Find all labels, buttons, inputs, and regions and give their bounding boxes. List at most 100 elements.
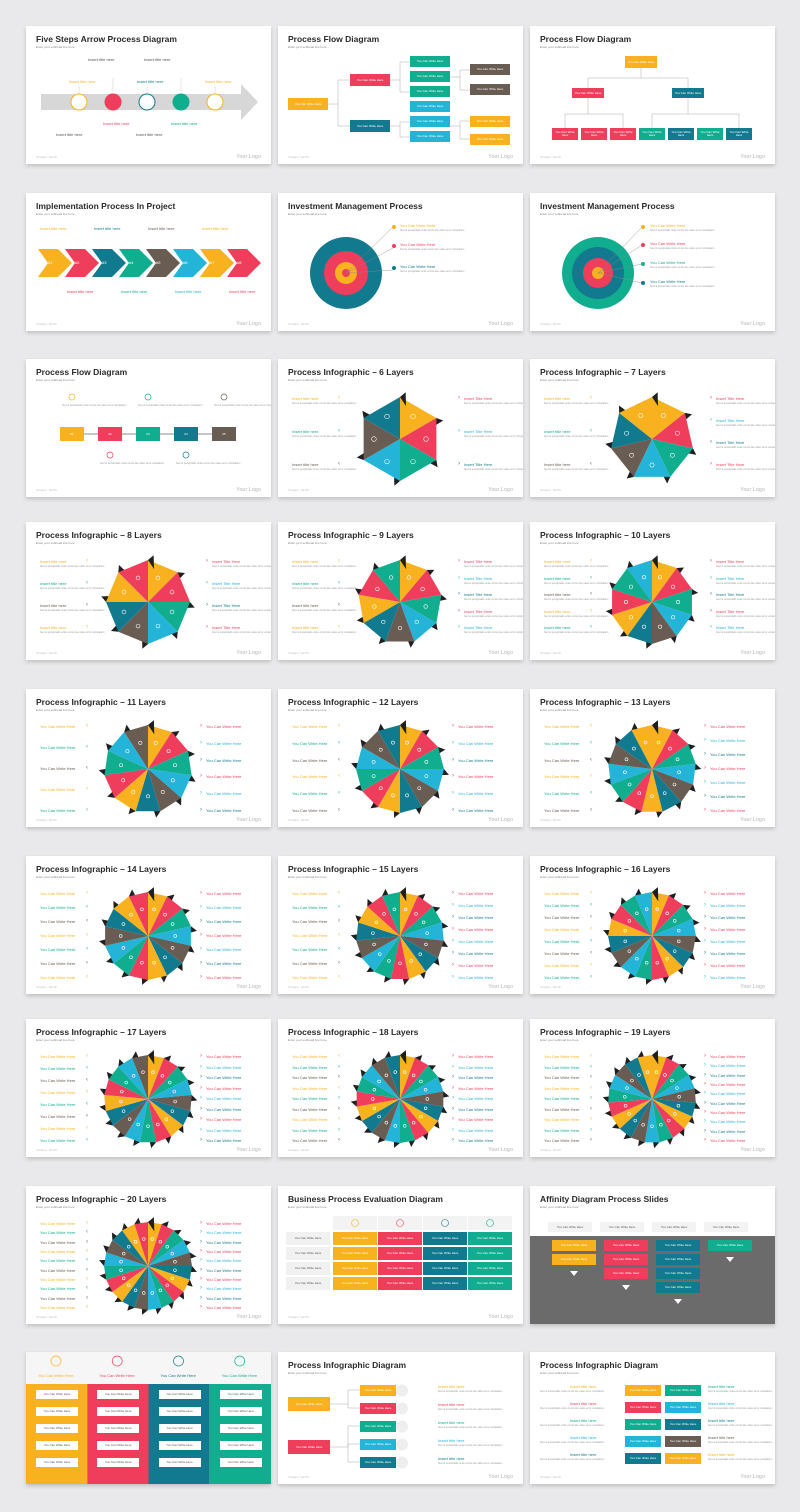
slide-artwork (101, 555, 195, 649)
slide-thumbnail[interactable]: You Can Write Here You Can Write Here You … (530, 1186, 775, 1324)
column-card: You Can Write Here (158, 1424, 201, 1433)
segment-tip (148, 887, 155, 902)
slide-thumbnail[interactable]: › Insert Title Here Sed ut perspiciatis un… (278, 359, 523, 497)
phase-title: Insert title here (121, 289, 148, 294)
left-label: You Can Write Here (544, 724, 580, 729)
slide-logo: Your Logo (740, 487, 765, 493)
slide-thumbnail[interactable]: › You Can Write Here › You Can Write Here › Y… (530, 1019, 775, 1157)
right-label: You Can Write Here (710, 1091, 746, 1097)
wheel-segment (148, 1055, 164, 1099)
right-label: You Can Write Here (710, 1128, 746, 1134)
slide-thumbnail[interactable]: › You Can Write Here › You Can Write Here › Y… (26, 689, 271, 827)
segment-icon (417, 747, 422, 752)
right-label: You Can Write Here (206, 947, 242, 952)
step-icon (144, 393, 152, 401)
chevron-icon: › (704, 1081, 706, 1087)
chevron-icon: › (452, 1095, 454, 1101)
slide-thumbnail[interactable]: #1 Insert title here #2 Insert title here #3… (26, 193, 271, 331)
right-label: You Can Write Here (206, 1267, 242, 1273)
slide-logo: Your Logo (740, 1147, 765, 1153)
segment-icon (623, 770, 627, 775)
left-label: You Can Write Here (544, 915, 580, 920)
segment-icon (160, 1074, 165, 1078)
slide-thumbnail[interactable]: › You Can Write Here › You Can Write Here › Y… (278, 1019, 523, 1157)
right-label: Insert Title Here (212, 581, 241, 586)
segment-icon (120, 1089, 124, 1094)
description-text: Sed ut perspiciatis unde omnis iste natu… (544, 565, 609, 568)
description-text: Sed ut perspiciatis unde omnis iste natu… (650, 229, 715, 232)
slide-title: Process Infographic – 16 Layers (540, 864, 671, 874)
segment-icon (169, 609, 175, 615)
slide-thumbnail[interactable]: › Insert Title Here Sed ut perspiciatis un… (530, 359, 775, 497)
step-box: 03 (136, 427, 160, 441)
slide-thumbnail[interactable]: › You Can Write Here › You Can Write Here › Y… (26, 1186, 271, 1324)
right-label: You Can Write Here (710, 903, 746, 908)
chevron-icon: ‹ (86, 1089, 88, 1095)
affinity-card: You Can Write Here (708, 1240, 752, 1251)
segment-tip (148, 1217, 155, 1232)
slide-thumbnail[interactable]: › You Can Write Here › You Can Write Here › Y… (278, 856, 523, 994)
left-label: Insert title here (40, 581, 67, 586)
segment-icon (405, 793, 409, 798)
leaf-box: You Can Write Here (410, 56, 450, 67)
segment-icon (635, 956, 639, 961)
slide-thumbnail[interactable]: 01 Sed ut perspiciatis unde omnis iste na… (26, 359, 271, 497)
description-text: Sed ut perspiciatis unde omnis iste natu… (292, 435, 357, 438)
branch-box: You Can Write Here (572, 88, 604, 98)
slide-thumbnail[interactable]: You Can Write Here Sed ut perspiciatis un… (278, 193, 523, 331)
slide-thumbnail[interactable]: › Insert Title Here Sed ut perspiciatis un… (26, 522, 271, 660)
chevron-icon: ‹ (338, 723, 340, 729)
slide-thumbnail[interactable]: › You Can Write Here › You Can Write Here › Y… (530, 689, 775, 827)
slide-thumbnail[interactable]: › You Can Write Here › You Can Write Here › Y… (278, 689, 523, 827)
slide-thumbnail[interactable]: You Can Write Here You Can Write Here You … (278, 1186, 523, 1324)
step-box: 05 (212, 427, 236, 441)
slide-thumbnail[interactable]: › Insert Title Here Sed ut perspiciatis un… (530, 522, 775, 660)
slide-thumbnail[interactable]: You Can Write Here You Can Write Here You … (530, 26, 775, 164)
wheel-segment (148, 1099, 191, 1126)
wheel-segment (148, 725, 172, 769)
slide-thumbnail[interactable]: You Can Write Here You Can Write Here You … (278, 26, 523, 164)
left-label: You Can Write Here (544, 1127, 580, 1133)
segment-icon (397, 625, 403, 631)
slide-thumbnail[interactable]: › You Can Write Here › You Can Write Here › Y… (26, 1019, 271, 1157)
chevron-icon: ‹ (86, 1248, 88, 1254)
description-text: Sed ut perspiciatis unde omnis iste natu… (716, 468, 775, 471)
wheel-segment (631, 1099, 652, 1143)
right-label: You Can Write Here (458, 903, 494, 908)
wheel-segment (148, 560, 178, 602)
wheel-segment (652, 769, 682, 812)
chevron-icon: › (704, 723, 706, 729)
slide-thumbnail[interactable]: You Can Write Here Sed ut perspiciatis un… (530, 193, 775, 331)
left-label: You Can Write Here (40, 1277, 76, 1282)
slide-thumbnail[interactable]: › You Can Write Here › You Can Write Here › Y… (26, 856, 271, 994)
chevron-icon: ‹ (86, 918, 88, 924)
segment-icon (635, 911, 639, 916)
layer-wheel (354, 555, 447, 648)
slide-artwork (38, 249, 261, 277)
segment-icon (662, 791, 667, 795)
chevron-icon: › (200, 1116, 202, 1122)
wheel-segment (118, 1057, 148, 1099)
leaf-box: You Can Write Here (697, 128, 723, 140)
slide-artwork (351, 720, 449, 818)
slide-thumbnail[interactable]: › Insert Title Here Sed ut perspiciatis un… (278, 522, 523, 660)
slide-footer: Company · Nov'2X (288, 156, 309, 159)
right-label: You Can Write Here (710, 808, 746, 813)
slide-thumbnail[interactable]: › You Can Write Here › You Can Write Here › Y… (530, 856, 775, 994)
slide-thumbnail[interactable]: You Can Write Here You Can Write Here You … (26, 1352, 271, 1484)
chevron-icon: › (704, 793, 706, 799)
slide-artwork (68, 393, 228, 459)
wheel-segment (148, 572, 190, 602)
chevron-icon: ‹ (590, 624, 592, 630)
slide-thumbnail[interactable]: Insert title here Insert title here Insert… (26, 26, 271, 164)
column-card: You Can Write Here (36, 1390, 78, 1399)
wheel-segment (644, 1099, 660, 1143)
segment-icon (173, 763, 177, 768)
segment-icon (372, 942, 376, 947)
slide-thumbnail[interactable]: You Can Write Here You Can Write Here You … (278, 1352, 523, 1484)
segment-icon (423, 1087, 428, 1092)
slide-footer: Company · Nov'2X (288, 1149, 309, 1152)
slide-thumbnail[interactable]: You Can Write Here You Can Write Here Inse… (530, 1352, 775, 1484)
slide-title: Process Infographic – 7 Layers (540, 367, 666, 377)
segment-icon (146, 1124, 150, 1128)
